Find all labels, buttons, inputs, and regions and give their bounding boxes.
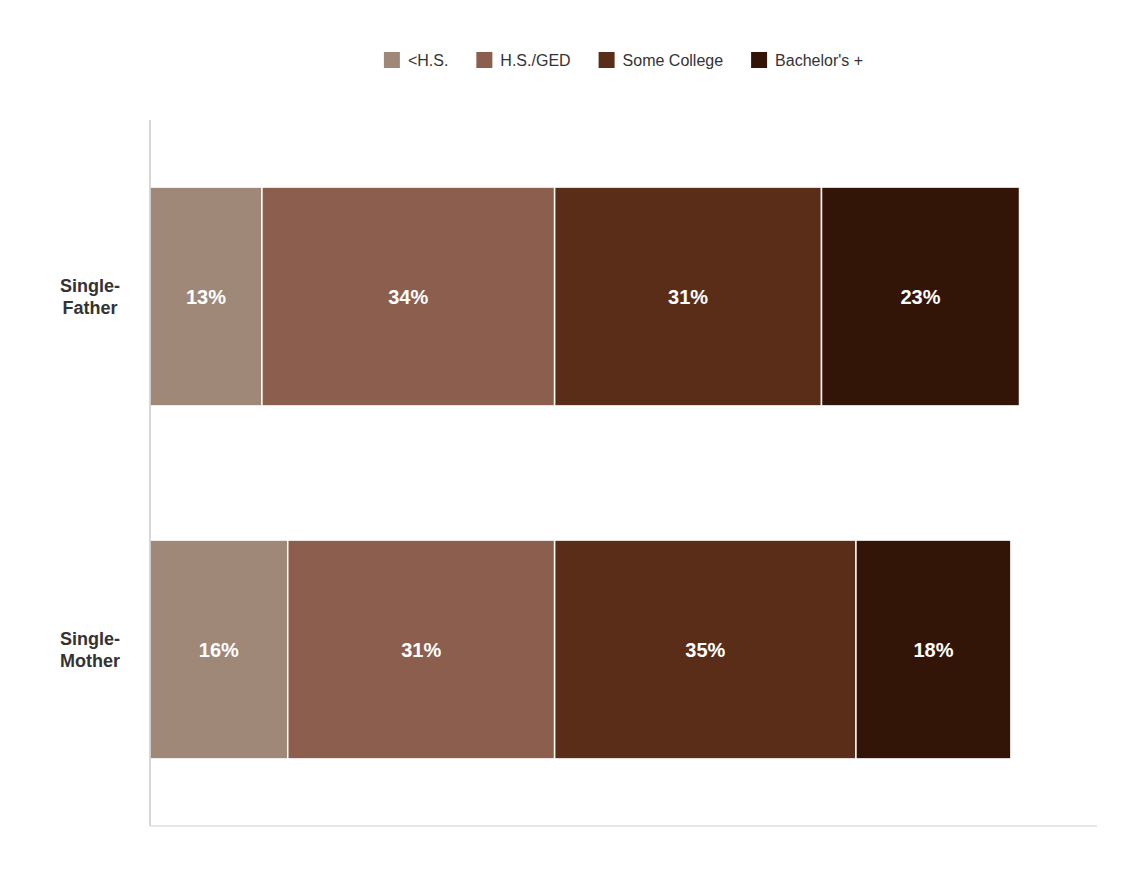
data-label: 18%: [913, 639, 953, 661]
category-label: Single-Father: [60, 276, 120, 318]
legend-swatch: [751, 52, 767, 68]
chart: 13%34%31%23%16%31%35%18%Single-FatherSin…: [0, 0, 1137, 896]
y-tick-labels: Single-Father Single-Mother: [60, 276, 120, 671]
bar-segment: [288, 540, 555, 759]
data-label: 31%: [668, 286, 708, 308]
bar-segment: [856, 540, 1011, 759]
data-label: 16%: [199, 639, 239, 661]
data-labels: 13% 34% 31% 23% 16% 31% 35% 18%: [186, 286, 954, 661]
legend-swatch: [476, 52, 492, 68]
legend-label: Some College: [623, 52, 724, 69]
bar-segment: [555, 187, 822, 406]
bar-segment: [822, 187, 1020, 406]
data-label: 34%: [388, 286, 428, 308]
bar-segment: [150, 540, 288, 759]
category-label: Single-Mother: [60, 629, 120, 671]
data-label: 13%: [186, 286, 226, 308]
legend: <H.S. H.S./GED Some College Bachelor's +: [384, 52, 863, 69]
legend-item: Some College: [599, 52, 724, 69]
legend-item: <H.S.: [384, 52, 448, 69]
data-label: 31%: [401, 639, 441, 661]
legend-label: Bachelor's +: [775, 52, 863, 69]
page: {"chart_data": {"type": "bar", "orientat…: [0, 0, 1137, 896]
legend-item: Bachelor's +: [751, 52, 863, 69]
legend-swatch: [384, 52, 400, 68]
bars: [150, 187, 1020, 759]
bar-segment: [555, 540, 856, 759]
background: [0, 0, 1137, 896]
x-axis-line: [150, 826, 1097, 827]
legend-label: <H.S.: [408, 52, 448, 69]
y-axis-line: [150, 120, 151, 826]
legend-swatch: [599, 52, 615, 68]
bar-segment: [262, 187, 555, 406]
data-label: 35%: [685, 639, 725, 661]
legend-item: H.S./GED: [476, 52, 570, 69]
data-label: 23%: [900, 286, 940, 308]
bar-segment: [150, 187, 262, 406]
legend-label: H.S./GED: [500, 52, 570, 69]
